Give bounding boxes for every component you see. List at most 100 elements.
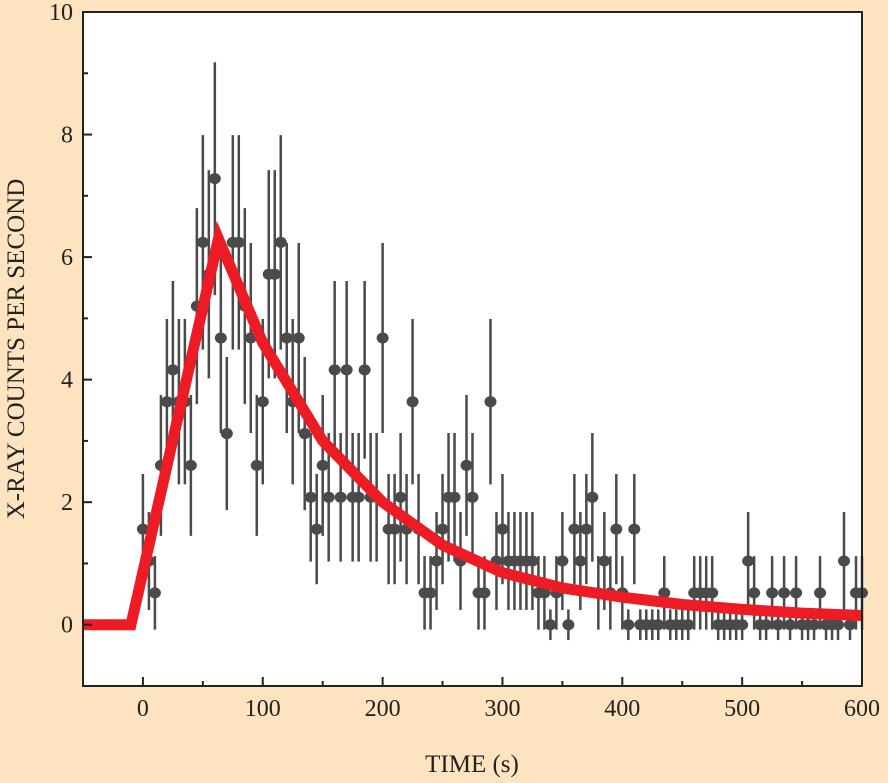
point-marker <box>214 332 227 344</box>
point-marker <box>760 619 773 631</box>
point-marker <box>298 428 311 440</box>
point-marker <box>232 236 245 248</box>
data-point <box>280 242 293 433</box>
model-curve <box>83 220 863 631</box>
data-point <box>358 280 371 459</box>
data-point <box>562 609 575 641</box>
point-marker <box>658 587 671 599</box>
data-point <box>394 432 407 562</box>
y-tick-label: 8 <box>61 123 73 149</box>
data-point <box>310 473 323 585</box>
y-axis-label: X-RAY COUNTS PER SECOND <box>3 179 30 520</box>
point-marker <box>184 459 197 471</box>
point-marker <box>352 491 365 503</box>
x-tick-label: 400 <box>604 696 640 722</box>
data-point <box>250 394 263 536</box>
data-point <box>586 432 599 562</box>
point-marker <box>304 491 317 503</box>
point-marker <box>376 332 389 344</box>
x-tick-label: 300 <box>484 696 520 722</box>
point-marker <box>280 332 293 344</box>
data-point <box>610 473 623 585</box>
x-tick-label: 200 <box>365 696 401 722</box>
data-point <box>544 609 557 641</box>
data-point <box>484 318 497 485</box>
x-tick-label: 500 <box>724 696 760 722</box>
data-point <box>682 609 695 641</box>
point-marker <box>784 619 797 631</box>
plot-area <box>83 12 862 686</box>
y-tick-label: 4 <box>61 368 73 394</box>
point-marker <box>388 523 401 535</box>
data-point <box>268 170 281 379</box>
data-point <box>466 432 479 562</box>
point-marker <box>466 491 479 503</box>
data-point <box>214 242 227 433</box>
point-marker <box>478 587 491 599</box>
point-marker <box>526 555 539 567</box>
point-marker <box>556 555 569 567</box>
y-tick-label: 6 <box>61 245 73 271</box>
point-marker <box>292 332 305 344</box>
x-tick-label: 0 <box>137 696 149 722</box>
data-point <box>652 609 665 641</box>
y-tick-label: 0 <box>61 613 73 639</box>
data-point <box>568 473 581 585</box>
point-marker <box>460 459 473 471</box>
point-marker <box>430 555 443 567</box>
point-marker <box>838 555 851 567</box>
point-marker <box>484 396 497 408</box>
point-marker <box>358 364 371 376</box>
data-point <box>706 556 719 630</box>
data-point <box>274 135 287 350</box>
point-marker <box>586 491 599 503</box>
data-point <box>340 280 353 459</box>
point-marker <box>736 619 749 631</box>
point-marker <box>328 364 341 376</box>
point-marker <box>538 587 551 599</box>
point-marker <box>322 491 335 503</box>
data-point <box>496 473 509 585</box>
data-point <box>430 511 443 611</box>
data-point <box>460 394 473 536</box>
x-tick-label: 100 <box>245 696 281 722</box>
point-marker <box>256 396 269 408</box>
point-marker <box>448 491 461 503</box>
point-marker <box>496 523 509 535</box>
point-marker <box>790 587 803 599</box>
data-point <box>628 473 641 585</box>
y-tick-label: 2 <box>61 490 73 516</box>
point-marker <box>406 396 419 408</box>
data-point <box>622 609 635 641</box>
data-point <box>742 511 755 611</box>
point-marker <box>220 428 233 440</box>
point-marker <box>310 523 323 535</box>
point-marker <box>568 523 581 535</box>
point-marker <box>334 491 347 503</box>
point-marker <box>424 587 437 599</box>
data-point <box>748 556 761 630</box>
data-point <box>838 511 851 611</box>
point-marker <box>208 173 221 185</box>
data-point <box>538 556 551 630</box>
x-axis-label: TIME (s) <box>425 751 519 778</box>
data-point <box>376 242 389 433</box>
data-point <box>766 556 779 630</box>
data-point <box>352 432 365 562</box>
point-marker <box>166 364 179 376</box>
point-marker <box>832 619 845 631</box>
data-point <box>424 556 437 630</box>
point-marker <box>814 587 827 599</box>
point-marker <box>148 587 161 599</box>
point-marker <box>136 523 149 535</box>
plot-frame <box>82 11 863 687</box>
data-point <box>148 556 161 630</box>
point-marker <box>250 459 263 471</box>
point-marker <box>268 268 281 280</box>
point-marker <box>682 619 695 631</box>
point-marker <box>562 619 575 631</box>
point-marker <box>160 396 173 408</box>
point-marker <box>316 459 329 471</box>
data-point <box>448 432 461 562</box>
